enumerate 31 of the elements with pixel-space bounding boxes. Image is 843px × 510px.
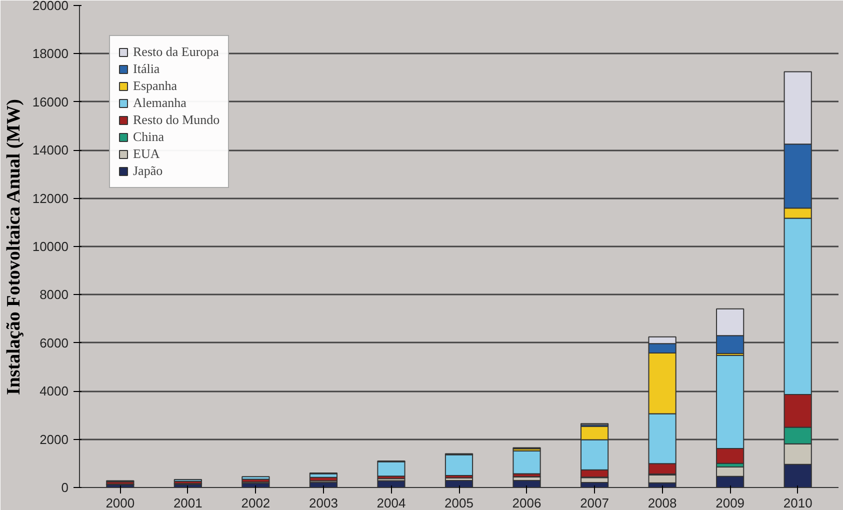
x-tick-label: 2003	[309, 496, 338, 510]
x-tick-label: 2001	[173, 496, 202, 510]
legend-label: EUA	[133, 146, 160, 162]
y-tick-label: 0	[61, 480, 69, 495]
y-tick-label: 18000	[32, 46, 69, 62]
y-tick-label: 20000	[32, 0, 69, 13]
x-tick-label: 2004	[376, 496, 406, 510]
x-tick-label: 2000	[106, 496, 135, 510]
y-tick-label: 16000	[32, 94, 69, 110]
x-tick-label: 2005	[444, 496, 474, 510]
y-tick-label: 8000	[40, 287, 68, 302]
y-tick-label: 2000	[40, 432, 68, 447]
y-axis-title: Instalação Fotovoltaica Anual (MW)	[3, 98, 24, 396]
y-tick-label: 14000	[32, 142, 69, 158]
y-tick-label: 12000	[32, 190, 69, 206]
x-tick-label: 2010	[783, 496, 812, 510]
x-tick-label: 2008	[648, 496, 677, 510]
y-tick-label: 10000	[32, 239, 69, 254]
x-tick-label: 2006	[512, 496, 542, 510]
x-tick-label: 2007	[580, 496, 609, 510]
legend-label: Resto do Mundo	[133, 112, 220, 128]
legend-label: China	[133, 129, 164, 145]
legend-label: Itália	[133, 61, 160, 77]
legend-label: Espanha	[133, 78, 178, 94]
x-tick-label: 2002	[241, 496, 270, 510]
y-tick-label: 6000	[40, 335, 68, 350]
legend-label: Japão	[133, 163, 163, 179]
legend-label: Alemanha	[133, 95, 186, 111]
legend-label: Resto da Europa	[133, 44, 219, 60]
y-tick-label: 4000	[40, 384, 68, 399]
x-tick-label: 2009	[716, 496, 745, 510]
